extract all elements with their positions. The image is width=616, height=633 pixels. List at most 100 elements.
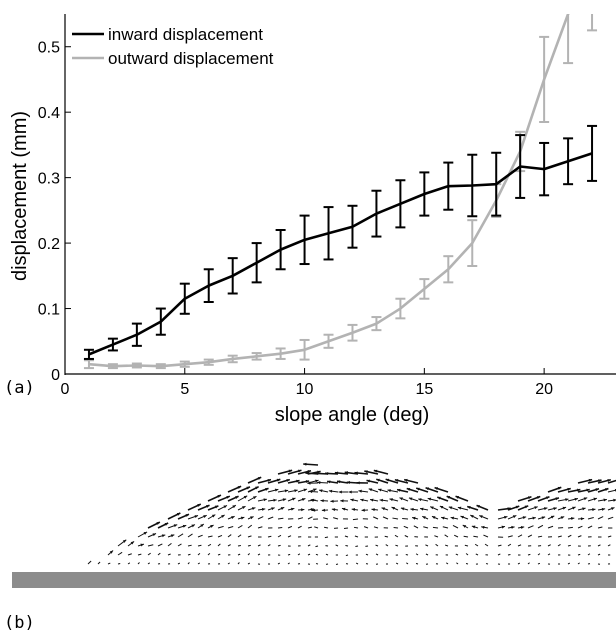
flow-arrow-head [122,539,127,543]
flow-arrow [587,525,593,529]
flow-arrow-head [276,478,281,482]
flow-arrow [117,551,123,556]
flow-arrow-head [321,508,326,512]
flow-arrow [375,544,379,547]
flow-arrow-head [567,487,571,491]
flow-arrow [147,552,151,556]
y-tick-label: 0.4 [38,105,60,122]
flow-arrow-head [588,478,593,482]
flow-arrow-head [420,507,424,511]
flow-arrow [444,534,449,538]
flow-arrow-head [182,524,187,528]
flow-arrow [413,525,419,529]
flow-arrow-head [305,480,310,484]
flow-arrow-head [301,498,306,501]
flow-arrow [455,553,459,556]
flow-arrow [307,516,313,520]
flow-arrow [384,535,389,538]
flow-arrow [277,534,282,538]
flow-arrow [217,553,221,556]
flow-arrow-head [310,498,315,502]
flow-arrow-head [328,489,333,493]
y-tick-label: 0 [51,367,60,384]
flow-arrow-head [350,498,354,502]
flow-arrow [177,562,181,565]
flow-arrow [517,562,521,565]
flow-arrow-head [391,507,396,510]
flow-arrow [237,553,241,556]
flow-arrow-head [470,515,474,518]
flow-arrow-head [232,505,236,509]
flow-arrow [497,553,501,556]
flow-arrow [537,535,543,538]
flow-arrow-head [217,495,221,498]
flow-arrow [442,526,449,529]
flow-arrow-head [351,508,356,512]
flow-arrow-head [515,505,520,509]
flow-arrow [355,562,359,565]
flow-arrow-head [479,515,483,519]
flow-arrow-head [330,499,334,503]
flow-arrow [483,534,489,538]
flow-arrow-head [448,506,453,510]
flow-arrow [372,516,379,520]
flow-arrow-head [373,469,378,473]
flow-arrow-head [303,462,307,466]
flow-arrow [227,534,232,538]
legend-label-outward: outward displacement [108,49,274,68]
flow-arrow [454,534,459,538]
flow-arrow-head [252,496,257,500]
flow-arrow [465,562,469,565]
flow-arrow-head [430,506,434,510]
flow-arrow-head [441,516,445,520]
flow-arrow-head [185,514,190,517]
x-axis-label: slope angle (deg) [275,404,430,426]
flow-arrow-head [613,498,616,502]
flow-arrow [567,534,572,538]
flow-arrow [463,535,469,538]
flow-arrow-head [344,471,349,475]
flow-arrow [527,562,530,565]
flow-arrow [127,562,131,565]
x-tick-label: 20 [535,381,553,398]
flow-arrow [577,562,580,565]
flow-arrow [597,544,601,547]
flow-arrow [373,526,379,529]
flow-arrow-head [532,516,536,520]
flow-arrow [587,516,594,520]
flow-arrow [456,562,459,565]
flow-arrow-head [378,488,382,492]
flow-arrow-head [457,506,462,510]
flow-arrow [307,526,312,529]
flow-arrow [344,535,349,538]
flow-arrow [557,535,562,538]
flow-arrow-head [394,479,399,482]
flow-arrow-head [301,508,305,512]
flow-arrow-head [261,507,266,511]
flow-arrow [237,534,242,538]
flow-arrow-head [336,480,341,484]
flow-arrow-head [385,478,390,482]
flow-arrow [333,517,339,520]
flow-arrow-head [273,498,277,502]
flow-arrow-head [404,478,408,482]
flow-arrow-head [446,496,451,499]
flow-arrow [217,543,221,547]
flow-arrow-head [399,497,403,501]
flow-arrow-head [340,499,344,503]
flow-arrow [187,544,192,547]
flow-arrow-head [143,531,148,535]
y-tick-label: 0.1 [38,302,60,319]
flow-arrow [147,562,151,565]
flow-arrow [247,544,251,547]
flow-arrow [197,544,202,547]
flow-arrow-head [348,490,352,494]
flow-arrow-head [439,506,444,509]
flow-arrow-head [522,516,527,520]
flow-arrow [474,543,479,547]
flow-arrow-head [346,480,350,484]
flow-arrow [197,534,203,538]
flow-arrow-head [560,516,565,520]
flow-arrow-head [288,469,293,473]
flow-arrow [425,553,429,556]
